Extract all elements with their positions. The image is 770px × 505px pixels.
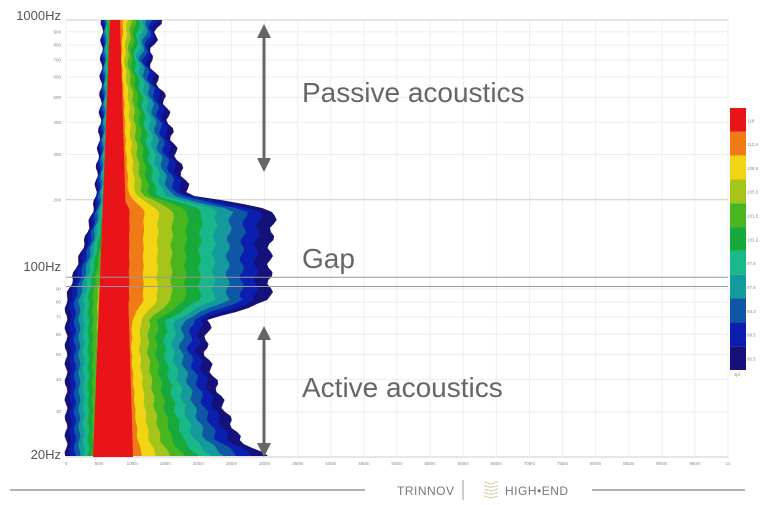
x-tick-label: 600m: [458, 461, 470, 466]
x-tick-label: 350m: [292, 461, 304, 466]
y-tick-label: 30: [56, 409, 62, 414]
x-tick-label: 900m: [656, 461, 668, 466]
x-tick-label: 1s: [726, 461, 732, 466]
colorbar-segment: [730, 108, 746, 132]
brand-high-end: HIGH•END: [505, 484, 569, 498]
colorbar-segment: [730, 298, 746, 323]
y-tick-label: 90: [56, 286, 62, 291]
y-major-label: 20Hz: [31, 447, 61, 462]
y-tick-label: 600: [53, 75, 61, 80]
colorbar-label: 101.2: [747, 237, 759, 242]
high-end-logo-icon: [483, 485, 499, 489]
colorbar-segment: [730, 203, 746, 228]
colorbar-segment: [730, 131, 746, 156]
colorbar-label: 108.5: [747, 166, 759, 171]
colorbar-segment: [730, 250, 746, 275]
y-tick-label: 200: [53, 197, 61, 202]
x-tick-label: 650m: [491, 461, 503, 466]
x-tick-label: 150m: [160, 461, 172, 466]
colorbar-segment: [730, 274, 746, 299]
y-tick-label: 50: [56, 352, 62, 357]
colorbar: 118 112.5 108.5 105.5 101.5 101.2 97.6 97.6 93.3…: [730, 108, 759, 377]
colorbar-segment: [730, 179, 746, 204]
colorbar-label: 89.5: [747, 333, 756, 338]
y-tick-label: 80: [56, 300, 62, 305]
high-end-logo-icon: [483, 492, 499, 496]
colorbar-label: 97.6: [747, 285, 756, 290]
x-tick-label: 950m: [689, 461, 701, 466]
arrow-head-up: [257, 24, 271, 38]
annotation-label: Active acoustics: [302, 372, 503, 403]
x-tick-label: 700m: [524, 461, 536, 466]
colorbar-label: 85.5: [747, 356, 756, 361]
y-tick-label: 60: [56, 332, 62, 337]
x-tick-label: 550m: [424, 461, 436, 466]
x-tick-label: 200m: [193, 461, 205, 466]
colorbar-segment: [730, 155, 746, 180]
annotations: Passive acoustics Gap Active acoustics: [66, 24, 728, 457]
y-major-label: 100Hz: [23, 259, 61, 274]
colorbar-label: 101.5: [747, 214, 759, 219]
y-tick-label: 70: [56, 315, 62, 320]
high-end-logo-icon: [483, 481, 499, 485]
y-tick-label: 300: [53, 152, 61, 157]
x-tick-label: 300m: [259, 461, 271, 466]
x-tick-label: 400m: [325, 461, 337, 466]
high-end-logo-icon: [483, 495, 499, 499]
y-tick-label: 800: [53, 42, 61, 47]
colorbar-label: 105.5: [747, 190, 759, 195]
y-tick-label: 40: [56, 377, 62, 382]
colorbar-segment: [730, 227, 746, 251]
colorbar-label: 112.5: [747, 142, 758, 147]
y-tick-label: 400: [53, 120, 61, 125]
colorbar-label: 97.6: [747, 261, 756, 266]
x-tick-label: 850m: [623, 461, 635, 466]
y-tick-label: 700: [53, 57, 61, 62]
colorbar-segment: [730, 346, 746, 370]
x-tick-label: 50m: [95, 461, 104, 466]
footer: TRINNOV HIGH•END: [10, 480, 745, 500]
annotation-label: Passive acoustics: [302, 77, 525, 108]
arrow-head-down: [257, 443, 271, 457]
colorbar-segment: [730, 322, 746, 347]
high-end-logo-icon: [483, 488, 499, 492]
y-tick-label: 900: [53, 29, 61, 34]
arrow-head-down: [257, 158, 271, 172]
x-tick-label: 800m: [590, 461, 602, 466]
annotation-label: Gap: [302, 243, 355, 274]
colorbar-unit: spl: [734, 372, 740, 377]
x-tick-label: 500m: [391, 461, 403, 466]
x-tick-label: 100m: [127, 461, 139, 466]
brand-trinnov: TRINNOV: [397, 484, 455, 498]
arrow-head-up: [257, 326, 271, 340]
x-tick-label: 750m: [557, 461, 569, 466]
colorbar-label: 118: [747, 118, 755, 123]
spectrogram-heatmap: [64, 20, 277, 457]
x-tick-label: 0: [65, 461, 68, 466]
axes: 0 50m 100m 150m 200m 250m 300m 350m 400m 450m 500m…: [16, 8, 731, 466]
colorbar-label: 93.3: [747, 309, 756, 314]
y-major-label: 1000Hz: [16, 8, 61, 23]
y-tick-label: 500: [53, 95, 61, 100]
x-tick-label: 250m: [226, 461, 238, 466]
x-tick-label: 450m: [358, 461, 370, 466]
heatmap-core: [93, 20, 133, 457]
